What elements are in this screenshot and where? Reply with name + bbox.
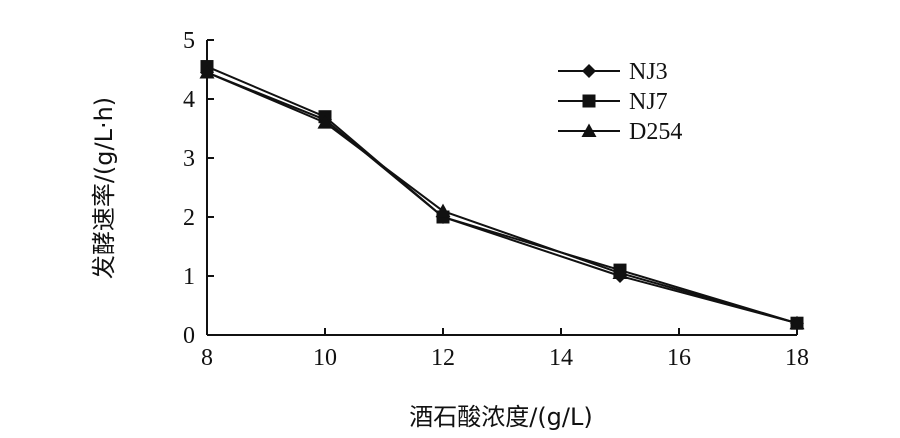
- data-point-d254: [612, 265, 628, 280]
- series-line-d254: [206, 71, 798, 325]
- legend-marker-nj7: [582, 94, 596, 108]
- legend-marker-nj3: [582, 64, 596, 78]
- x-tick-label: 10: [313, 345, 337, 371]
- legend-label-nj3: NJ3: [629, 59, 668, 85]
- legend-label-nj7: NJ7: [629, 89, 668, 115]
- y-axis-title: 发酵速率/(g/L·h): [90, 97, 118, 279]
- axes: [206, 40, 797, 336]
- legend-label-d254: D254: [629, 119, 682, 145]
- x-tick-label: 16: [667, 345, 691, 371]
- y-tick-label: 2: [183, 205, 195, 231]
- data-point-d254: [435, 203, 451, 218]
- x-tick-label: 14: [549, 345, 573, 371]
- y-tick-label: 5: [183, 28, 195, 54]
- y-tick-label: 3: [183, 146, 195, 172]
- x-axis-title: 酒石酸浓度/(g/L): [409, 403, 593, 431]
- y-tick-label: 1: [183, 264, 195, 290]
- series-group: [199, 60, 805, 331]
- x-tick-label: 8: [201, 345, 213, 371]
- y-tick-label: 0: [183, 323, 195, 349]
- x-tick-label: 18: [785, 345, 809, 371]
- data-point-d254: [199, 64, 215, 79]
- y-tick-label: 4: [183, 87, 195, 113]
- data-point-d254: [789, 315, 805, 330]
- data-point-d254: [317, 115, 333, 129]
- legend: NJ3 NJ7 D254: [558, 59, 682, 145]
- legend-marker-d254: [581, 123, 597, 137]
- x-tick-label: 12: [431, 345, 455, 371]
- series-line-nj7: [206, 65, 798, 325]
